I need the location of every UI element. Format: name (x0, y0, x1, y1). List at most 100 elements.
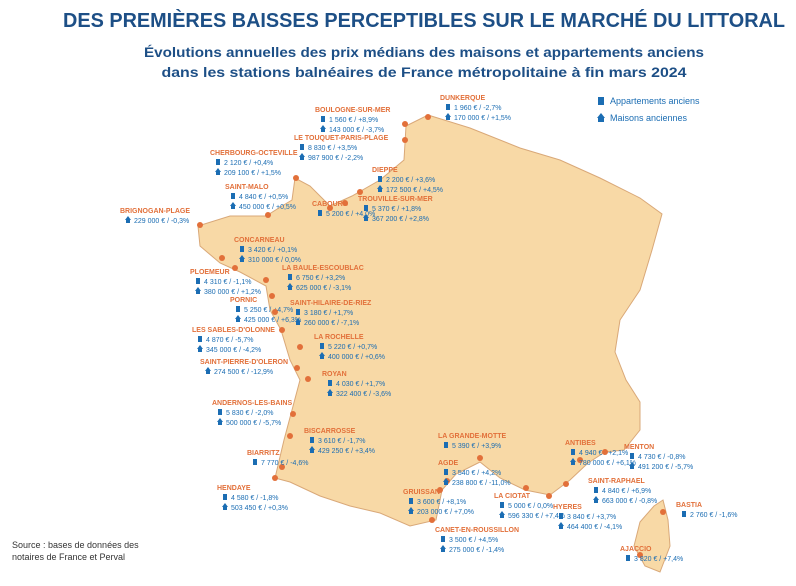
house-icon (597, 113, 605, 122)
house-icon (239, 255, 245, 262)
station-dot (660, 509, 666, 515)
house-price: 310 000 € / 0,0% (248, 257, 301, 264)
apartment-icon (559, 513, 563, 519)
station-name: CABOURG (312, 201, 349, 208)
apartment-icon (441, 536, 445, 542)
station-dot (279, 464, 285, 470)
apartment-icon (236, 306, 240, 312)
apartment-price: 4 870 € / -5,7% (206, 337, 253, 344)
house-icon (443, 478, 449, 485)
apartment-icon (288, 274, 292, 280)
house-icon (319, 352, 325, 359)
apartment-icon (300, 144, 304, 150)
station-name: SAINT-MALO (225, 184, 269, 191)
apartment-price: 5 390 € / +3,9% (452, 443, 501, 450)
house-price: 260 000 € / -7,1% (304, 320, 359, 327)
apartment-icon (444, 469, 448, 475)
apartment-icon (598, 97, 604, 105)
apartment-price: 2 760 € / -1,6% (690, 512, 737, 519)
apartment-price: 7 770 € / -4,6% (261, 460, 308, 467)
apartment-icon (500, 502, 504, 508)
station-dot (232, 265, 238, 271)
legend: Appartements anciens Maisons anciennes (597, 96, 700, 123)
apartment-icon (571, 449, 575, 455)
apartment-price: 3 840 € / +3,7% (567, 514, 616, 521)
apartment-icon (594, 487, 598, 493)
apartment-price: 5 000 € / 0,0% (508, 503, 553, 510)
house-price: 172 500 € / +4,5% (386, 187, 443, 194)
station-dot (327, 205, 333, 211)
station-dot (402, 121, 408, 127)
apartment-icon (682, 511, 686, 517)
apartment-price: 6 750 € / +3,2% (296, 275, 345, 282)
apartment-price: 3 420 € / +0,1% (248, 247, 297, 254)
station-dot (272, 309, 278, 315)
station-dot (219, 255, 225, 261)
house-price: 464 400 € / -4,1% (567, 524, 622, 531)
house-price: 429 250 € / +3,4% (318, 448, 375, 455)
apartment-price: 5 220 € / +0,7% (328, 344, 377, 351)
house-price: 275 000 € / -1,4% (449, 547, 504, 554)
station-name: TROUVILLE-SUR-MER (358, 196, 433, 203)
house-icon (309, 446, 315, 453)
corsica-outline (633, 499, 671, 573)
station-name: HYERES (553, 504, 582, 511)
apartment-price: 5 250 € / +4,7% (244, 307, 293, 314)
apartment-price: 5 830 € / -2,0% (226, 410, 273, 417)
station-dot (425, 114, 431, 120)
station-dot (342, 200, 348, 206)
house-price: 503 450 € / +0,3% (231, 505, 288, 512)
apartment-icon (196, 278, 200, 284)
station-name: AGDE (438, 460, 459, 467)
source: Source : bases de données des (12, 540, 139, 550)
station-dot (563, 481, 569, 487)
apartment-price: 4 030 € / +1,7% (336, 381, 385, 388)
house-icon (445, 113, 451, 120)
apartment-icon (296, 309, 300, 315)
station-dot (272, 475, 278, 481)
station-name: LA GRANDE-MOTTE (438, 433, 507, 440)
station-name: BIARRITZ (247, 450, 280, 457)
station-dot (265, 212, 271, 218)
house-icon (570, 458, 576, 465)
apartment-icon (318, 210, 322, 216)
house-icon (230, 202, 236, 209)
house-icon (499, 511, 505, 518)
station-name: LA ROCHELLE (314, 334, 364, 341)
house-price: 345 000 € / -4,2% (206, 347, 261, 354)
apartment-price: 4 310 € / -1,1% (204, 279, 251, 286)
subtitle: Évolutions annuelles des prix médians de… (144, 44, 704, 60)
house-price: 367 200 € / +2,8% (372, 216, 429, 223)
station-dot (305, 376, 311, 382)
station-dot (294, 365, 300, 371)
apartment-price: 3 500 € / +4,5% (449, 537, 498, 544)
station-dot (357, 189, 363, 195)
station-dot (293, 175, 299, 181)
station-name: AJACCIO (620, 546, 652, 553)
house-icon (125, 216, 131, 223)
apartment-icon (378, 176, 382, 182)
apartment-icon (630, 453, 634, 459)
apartment-icon (240, 246, 244, 252)
station-name: MENTON (624, 444, 654, 451)
house-icon (593, 496, 599, 503)
house-price: 987 900 € / -2,2% (308, 155, 363, 162)
apartment-price: 1 960 € / -2,7% (454, 105, 501, 112)
station-name: PLOEMEUR (190, 269, 230, 276)
house-price: 450 000 € / +0,5% (239, 204, 296, 211)
house-icon (217, 418, 223, 425)
house-icon (320, 125, 326, 132)
source: notaires de France et Perval (12, 552, 125, 562)
apartment-price: 5 200 € / +4,0% (326, 211, 375, 218)
house-price: 625 000 € / -3,1% (296, 285, 351, 292)
station-name: SAINT-PIERRE-D'OLERON (200, 359, 288, 366)
apartment-price: 4 580 € / -1,8% (231, 495, 278, 502)
apartment-icon (364, 205, 368, 211)
station-dot (602, 449, 608, 455)
station-name: CHERBOURG-OCTEVILLE (210, 150, 298, 157)
station-name: ROYAN (322, 371, 347, 378)
apartment-price: 4 840 € / +0,5% (239, 194, 288, 201)
apartment-icon (409, 498, 413, 504)
apartment-icon (321, 116, 325, 122)
